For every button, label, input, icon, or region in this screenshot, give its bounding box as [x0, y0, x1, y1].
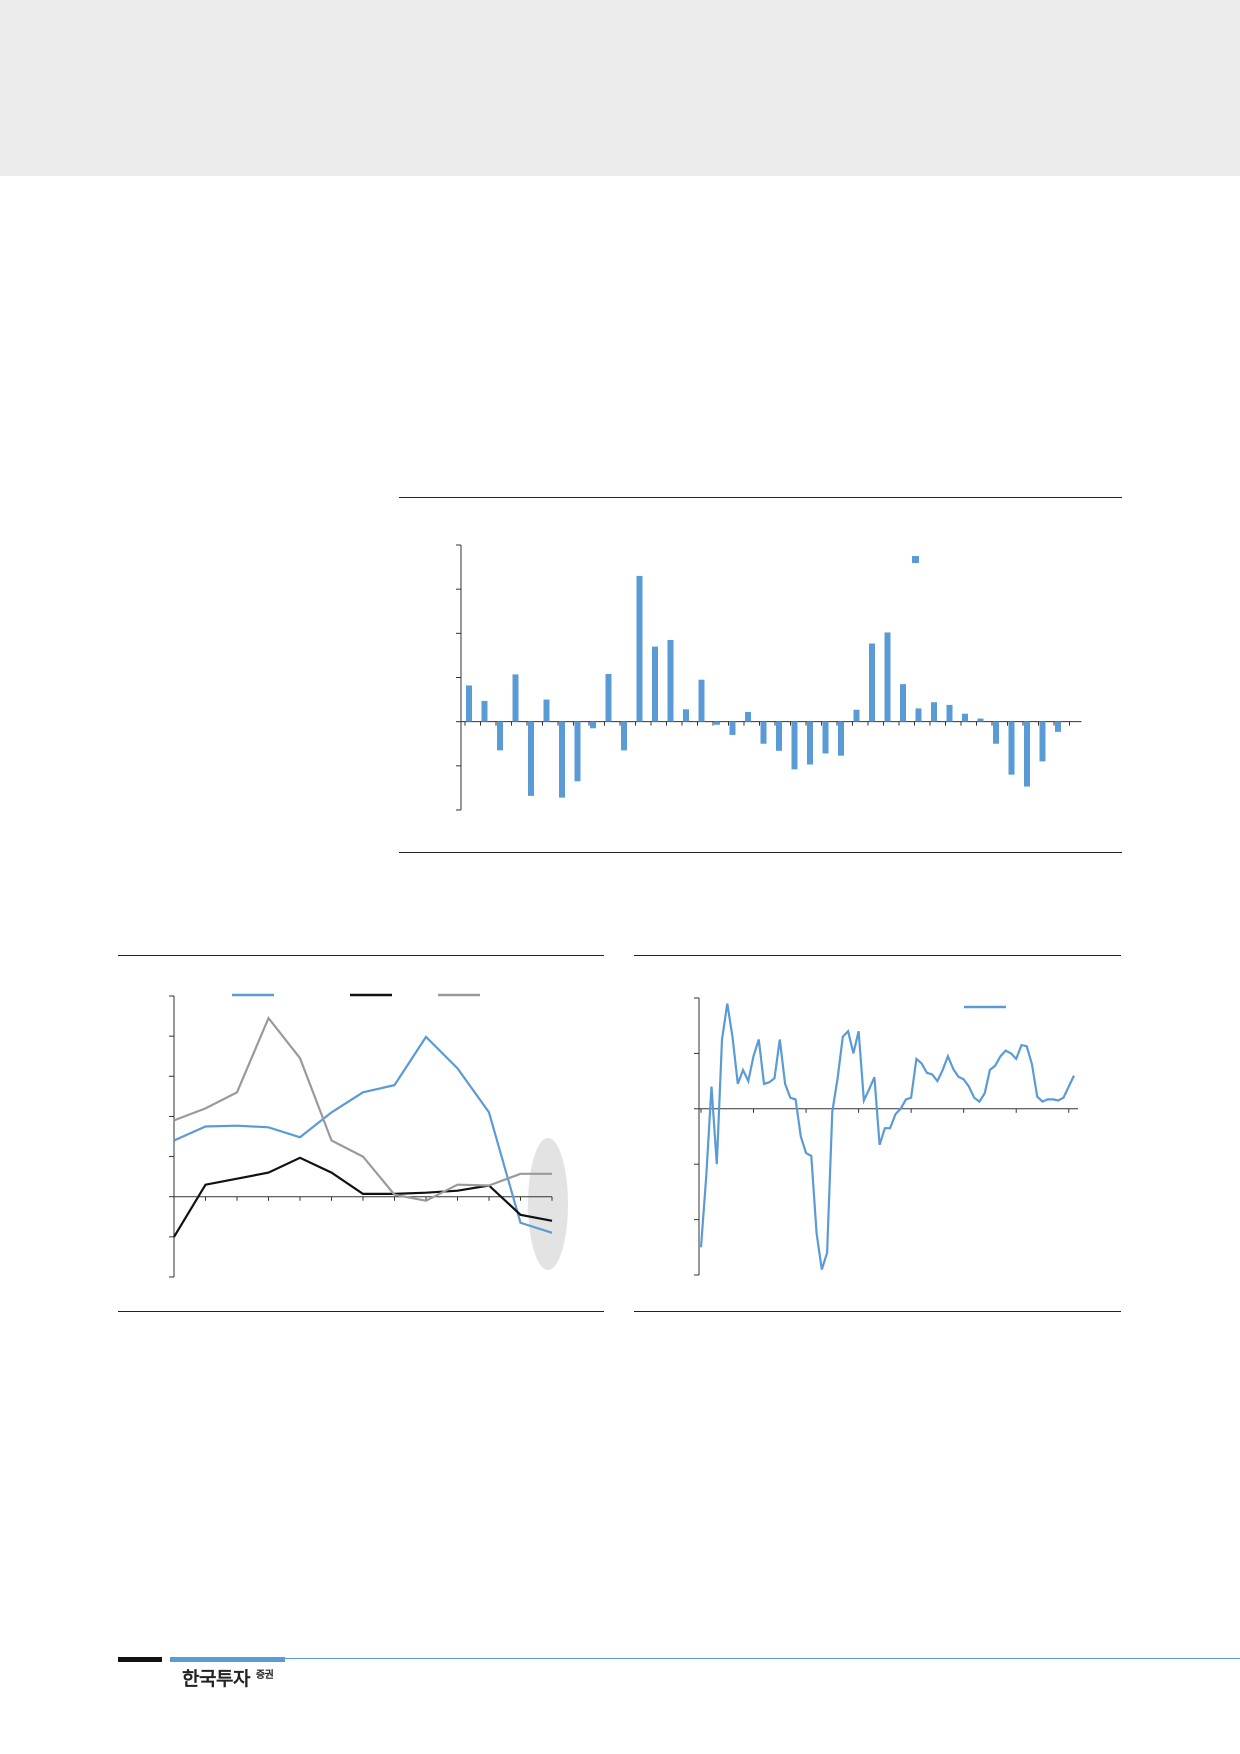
bar	[807, 721, 813, 765]
bar	[776, 721, 782, 751]
single-line-chart	[694, 997, 1078, 1276]
bar	[698, 679, 705, 722]
bar	[667, 639, 674, 722]
bar	[636, 575, 643, 722]
bar	[760, 721, 767, 744]
chart1-bottom-rule	[399, 852, 1122, 853]
multi-line-chart	[169, 993, 568, 1278]
bar	[931, 702, 937, 722]
bar	[838, 721, 844, 756]
bar	[884, 632, 891, 722]
chart3-bottom-rule	[634, 1311, 1121, 1312]
chart1-top-rule	[399, 497, 1122, 498]
bar	[822, 721, 829, 754]
bar	[605, 673, 612, 722]
bar	[512, 674, 519, 722]
series-1-line	[173, 1035, 553, 1234]
bar	[946, 704, 953, 722]
footer-logo-main: 한국투자	[182, 1668, 250, 1690]
legend-swatch	[912, 556, 919, 563]
series-3-line	[173, 1015, 552, 1202]
bar	[791, 721, 798, 770]
bar	[528, 721, 534, 796]
bar	[962, 713, 968, 722]
bar	[683, 709, 689, 722]
bar-chart	[456, 544, 1082, 811]
footer-blue-line	[285, 1658, 1240, 1659]
bar	[1039, 721, 1046, 762]
bar	[1055, 721, 1061, 732]
bar	[466, 685, 472, 722]
footer-black-bar	[118, 1657, 162, 1662]
bar	[559, 721, 565, 798]
series-line	[699, 1003, 1075, 1270]
footer-logo: 한국투자 증권	[182, 1664, 274, 1691]
bar	[574, 721, 581, 782]
bar	[481, 700, 488, 722]
highlight-ellipse	[528, 1138, 568, 1270]
footer-blue-bar	[170, 1657, 285, 1662]
header-band	[0, 0, 1240, 176]
bar	[1024, 721, 1030, 787]
bar	[915, 708, 922, 722]
bar	[993, 721, 999, 744]
bar	[621, 721, 627, 751]
bar	[590, 721, 596, 729]
chart2-top-rule	[118, 955, 604, 956]
bar	[900, 684, 906, 722]
bar	[714, 721, 720, 725]
bar	[853, 709, 860, 722]
bar	[497, 721, 503, 751]
chart2-bottom-rule	[118, 1311, 604, 1312]
footer-logo-sub: 증권	[255, 1669, 274, 1681]
bar	[729, 721, 736, 735]
bar	[1008, 721, 1015, 775]
bar	[745, 711, 751, 722]
chart3-top-rule	[634, 955, 1121, 956]
bar	[652, 646, 658, 722]
bar	[543, 699, 550, 722]
bar	[977, 718, 984, 722]
bar	[869, 643, 875, 722]
